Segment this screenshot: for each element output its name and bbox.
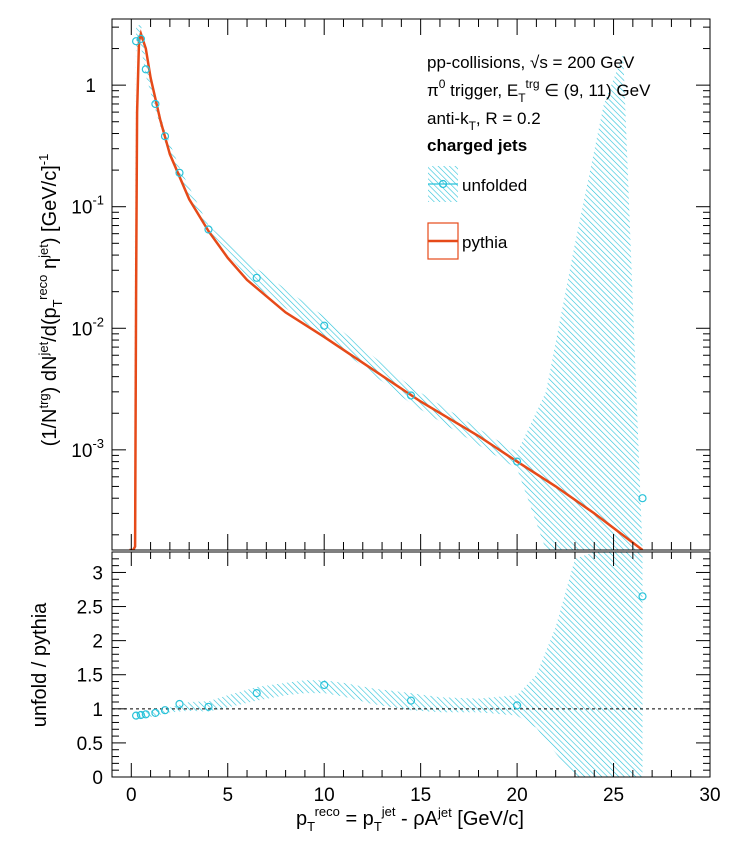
- y-tick-label: 1: [85, 76, 96, 97]
- x-tick-label: 25: [603, 785, 624, 806]
- spectrum-panel: 10-3 10-2 10-1 1: [71, 18, 711, 551]
- annotation-charged-jets: charged jets: [427, 136, 527, 155]
- ratio-y-tick-label: 2.5: [77, 598, 103, 619]
- unfolded-point: [204, 225, 213, 234]
- unfolded-point: [136, 34, 145, 44]
- y-tick-label: 10-1: [71, 193, 104, 219]
- ratio-panel: 00.511.522.530 5 10 15 20 25 30: [77, 551, 721, 806]
- x-tick-label: 15: [410, 785, 431, 806]
- ratio-y-tick-label: 1.5: [77, 666, 103, 687]
- x-tick-label: 20: [507, 785, 528, 806]
- y-tick-label: 10-3: [71, 436, 104, 462]
- ratio-y-tick-label: 0.5: [77, 734, 103, 755]
- x-tick-label: 0: [126, 785, 137, 806]
- legend-entry-pythia: pythia: [427, 222, 508, 260]
- ratio-point: [136, 710, 145, 720]
- ratio-point: [141, 710, 150, 719]
- ratio-y-tick-label: 2: [92, 632, 103, 653]
- y-tick-label: 10-2: [71, 314, 104, 340]
- legend-label-unfolded: unfolded: [462, 176, 527, 195]
- unfolded-point: [252, 273, 261, 282]
- annotation-trigger: π0 trigger, ETtrg ∈ (9, 11) GeV: [427, 77, 651, 105]
- ratio-point: [204, 702, 213, 711]
- ratio-y-tick-label: 3: [92, 563, 103, 584]
- annotation-algorithm: anti-kT, R = 0.2: [427, 109, 541, 133]
- ratio-point: [175, 699, 184, 709]
- ratio-y-tick-label: 0: [92, 768, 103, 789]
- unfolded-point: [175, 168, 184, 177]
- spectrum-y-axis-title: (1/Ntrg) dNjet/d(pTreco ηjet) [GeV/c]-1: [35, 154, 65, 447]
- unfolded-point: [638, 494, 647, 503]
- ratio-point: [132, 711, 141, 720]
- unfolded-uncertainty-band: [133, 23, 643, 550]
- annotation-collisions: pp-collisions, √s = 200 GeV: [427, 53, 635, 72]
- unfolded-point: [160, 132, 170, 141]
- ratio-y-axis-title: unfold / pythia: [29, 602, 51, 727]
- legend-unfolded-marker: [438, 179, 448, 189]
- ratio-y-tick-label: 1: [92, 700, 103, 721]
- unfolded-point: [151, 99, 160, 109]
- ratio-point: [320, 680, 329, 690]
- unfolded-point: [141, 65, 150, 74]
- x-tick-label: 5: [222, 785, 233, 806]
- x-axis-title: pTreco = pTjet - ρAjet [GeV/c]: [296, 804, 524, 834]
- legend: pp-collisions, √s = 200 GeV π0 trigger, …: [427, 53, 651, 260]
- unfolded-point: [512, 457, 522, 466]
- ratio-point: [151, 708, 160, 718]
- pythia-line: [129, 29, 644, 550]
- ratio-uncertainty-band: [136, 552, 643, 777]
- x-tick-label: 10: [314, 785, 335, 806]
- x-tick-label: 30: [699, 785, 720, 806]
- ratio-point: [512, 701, 522, 710]
- ratio-point: [406, 696, 416, 705]
- unfolded-point: [406, 391, 416, 400]
- unfolded-point: [320, 321, 329, 330]
- legend-entry-unfolded: unfolded: [428, 166, 527, 202]
- ratio-point: [252, 688, 261, 698]
- ratio-frame: [111, 551, 711, 778]
- unfolded-point: [132, 37, 141, 46]
- spectrum-frame: [111, 18, 711, 551]
- legend-label-pythia: pythia: [462, 233, 508, 252]
- ratio-point: [638, 592, 647, 601]
- ratio-point: [160, 706, 170, 715]
